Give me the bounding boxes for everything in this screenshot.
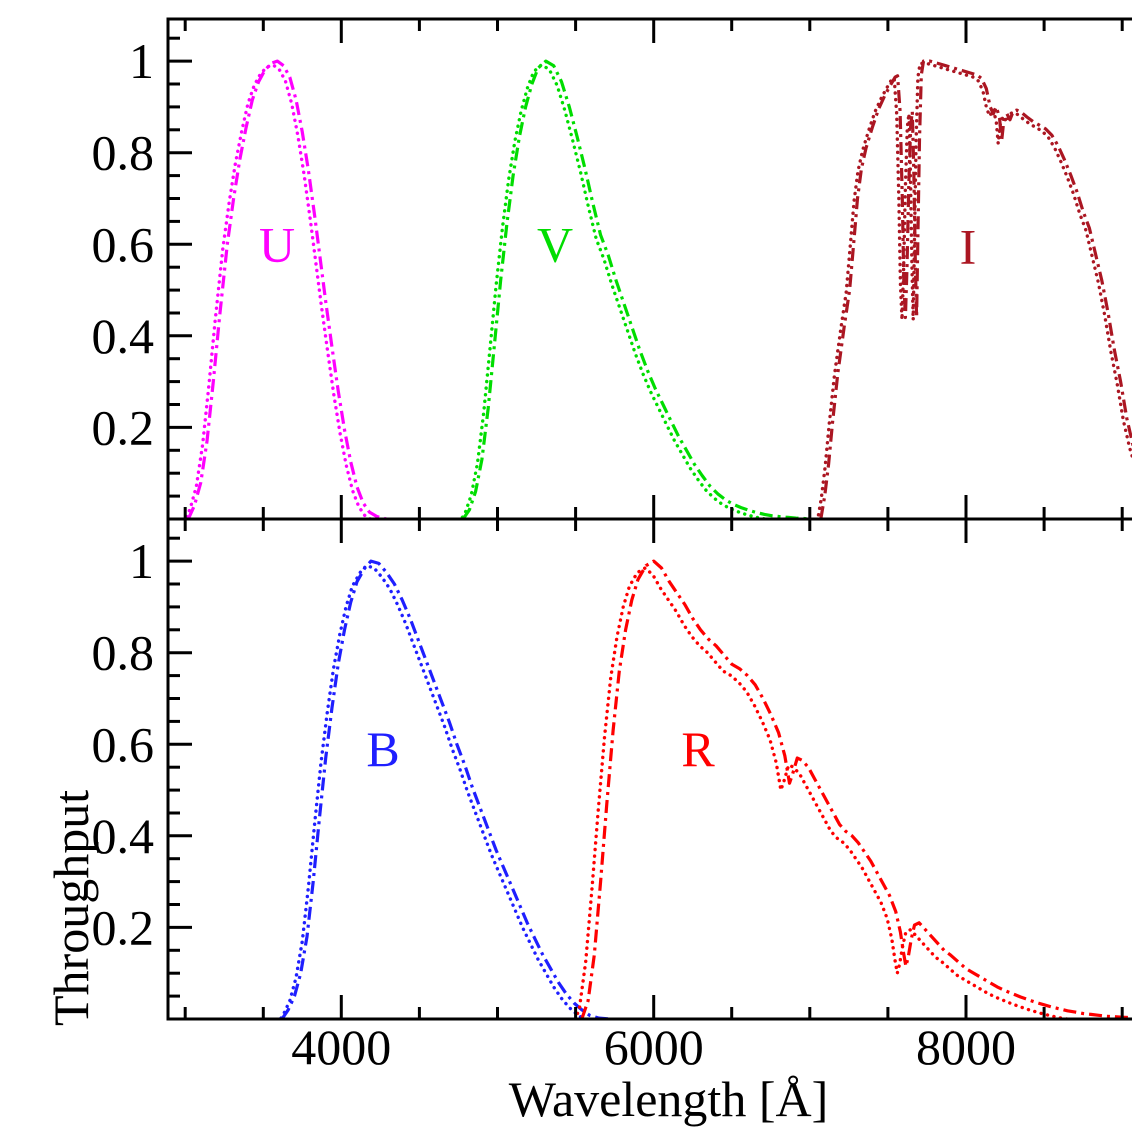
y-axis-title: Throughput [43,789,99,1026]
y-tick-label-top-0.2: 0.2 [92,399,155,455]
filter-curves-I [816,59,1132,519]
filter-curve-B-dashdot [280,559,611,1019]
filter-curve-R-dashdot [580,559,1132,1019]
filter-label-V: V [537,216,573,272]
y-tick-label-bottom-0.6: 0.6 [92,716,155,772]
x-tick-label-6000: 6000 [604,1019,704,1075]
filter-curve-V-dotted [459,62,780,519]
y-tick-label-bottom-0.8: 0.8 [92,625,155,681]
x-tick-label-4000: 4000 [291,1019,391,1075]
filter-curve-R-dotted [573,565,1078,1019]
filter-curves-B [278,559,611,1019]
filter-label-R: R [681,721,715,777]
y-tick-label-top-0.6: 0.6 [92,216,155,272]
y-tick-label-bottom-0.2: 0.2 [92,899,155,955]
filter-curve-V-dashdot [461,59,812,519]
filter-curve-I-dotted [816,61,1132,519]
ubvri-filter-throughput-figure: U V I B R 4000 6000 8000 0.2 0.4 0.6 0.8 1 0.2 0.4 0.6 0… [40,16,1132,1132]
y-tick-label-bottom-1: 1 [129,533,154,589]
filter-label-I: I [960,219,977,275]
filter-curves-U [183,59,387,519]
throughput-chart: U V I B R 4000 6000 8000 0.2 0.4 0.6 0.8 1 0.2 0.4 0.6 0… [92,17,1132,1075]
filter-curve-I-dashdot [819,59,1132,519]
y-tick-label-top-1: 1 [129,33,154,89]
y-tick-label-top-0.4: 0.4 [92,308,155,364]
y-tick-label-bottom-0.4: 0.4 [92,808,155,864]
x-axis-title: Wavelength [Å] [508,1071,829,1127]
filter-curves-R [573,559,1132,1019]
x-tick-label-8000: 8000 [916,1019,1016,1075]
filter-label-U: U [259,216,295,272]
y-tick-label-top-0.8: 0.8 [92,125,155,181]
plot-frame [166,17,1132,1021]
filter-curve-B-dotted [278,563,588,1019]
filter-curve-U-dotted [183,62,375,519]
filter-curves-V [459,59,812,519]
filter-label-B: B [366,721,399,777]
filter-curve-U-dashdot [186,59,387,519]
